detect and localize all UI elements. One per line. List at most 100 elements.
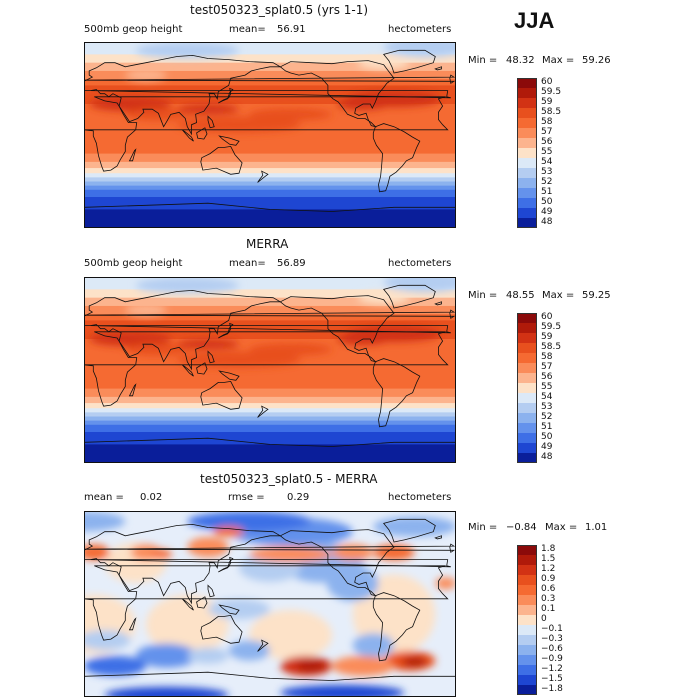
coastline xyxy=(128,617,137,631)
coastline xyxy=(218,135,240,146)
colorbar-label: 55 xyxy=(541,147,553,157)
colorbar-swatch xyxy=(517,645,537,655)
coastline xyxy=(218,87,234,104)
colorbar-label: 55 xyxy=(541,382,553,392)
contour-blob xyxy=(125,304,167,317)
contour-blob xyxy=(177,351,301,368)
coastline xyxy=(181,129,194,142)
colorbar-label: 57 xyxy=(541,362,553,372)
colorbar-label: 56 xyxy=(541,372,553,382)
colorbar-swatch xyxy=(517,78,537,88)
contour-blob xyxy=(435,577,456,590)
contour-band xyxy=(84,408,456,413)
colorbar-swatch xyxy=(517,333,537,343)
panel1-min-value: 48.32 xyxy=(506,55,535,66)
contour-blob xyxy=(177,339,239,350)
colorbar-label: 58.5 xyxy=(541,342,562,352)
panel3-max-label: Max = xyxy=(545,522,578,533)
colorbar-label: 59 xyxy=(541,332,553,342)
panel3-title: test050323_splat0.5 - MERRA xyxy=(200,472,378,486)
panel1-min-label: Min = xyxy=(468,55,498,66)
colorbar-label: 0.3 xyxy=(541,594,556,604)
coastline xyxy=(84,437,456,463)
contour-blob xyxy=(352,633,395,658)
colorbar-label: 48 xyxy=(541,452,553,462)
contour-blob xyxy=(89,332,172,346)
contour-blob xyxy=(104,686,229,697)
contour-blob xyxy=(177,116,301,133)
colorbar-label: −1.5 xyxy=(541,674,563,684)
coastline xyxy=(382,284,436,309)
panel1-max-label: Max = xyxy=(542,55,575,66)
coastline xyxy=(279,529,395,597)
colorbar-swatch xyxy=(517,188,537,198)
contour-blob xyxy=(402,656,428,667)
colorbar-swatch xyxy=(517,625,537,635)
contour-blob xyxy=(135,42,239,59)
contour-band xyxy=(84,396,456,404)
contour-band xyxy=(84,189,456,198)
coastline xyxy=(84,523,451,605)
colorbar-swatch xyxy=(517,383,537,393)
colorbar-label: 53 xyxy=(541,167,553,177)
colorbar-swatch xyxy=(517,423,537,433)
contour-band xyxy=(84,177,456,182)
contour-blob xyxy=(249,108,332,121)
coastline xyxy=(196,362,208,375)
colorbar-swatch xyxy=(517,108,537,118)
contour-band xyxy=(84,173,456,178)
panel2-min-value: 48.55 xyxy=(506,290,535,301)
contour-band xyxy=(84,79,456,86)
contour-blob xyxy=(84,544,110,561)
coastline xyxy=(84,289,451,371)
contour-band xyxy=(84,432,456,445)
panel2-min-label: Min = xyxy=(468,290,498,301)
panel3-mean-label: mean = xyxy=(84,492,124,503)
colorbar-label: 60 xyxy=(541,312,553,322)
panel1-title: test050323_splat0.5 (yrs 1-1) xyxy=(190,3,369,17)
panel1-mean-label: mean= xyxy=(229,24,266,35)
colorbar-label: 0.9 xyxy=(541,574,556,584)
panel1-map xyxy=(84,42,456,228)
contour-band xyxy=(84,153,456,163)
coastline xyxy=(218,370,240,381)
contour-band xyxy=(84,388,456,398)
contour-blob xyxy=(373,516,456,537)
panel1-max-value: 59.26 xyxy=(582,55,611,66)
coastline xyxy=(84,74,456,84)
contour-band xyxy=(84,161,456,169)
panel2-max-label: Max = xyxy=(542,290,575,301)
coastline xyxy=(207,350,215,364)
contour-blob xyxy=(187,647,229,664)
contour-band xyxy=(84,209,456,228)
colorbar-swatch xyxy=(517,575,537,585)
contour-blob xyxy=(249,546,332,563)
colorbar-label: 52 xyxy=(541,177,553,187)
panel2-title: MERRA xyxy=(246,237,289,251)
map-frame xyxy=(84,42,456,228)
contour-blob xyxy=(383,277,456,293)
contour-band xyxy=(84,289,456,299)
colorbar-swatch xyxy=(517,443,537,453)
panel3-mean-value: 0.02 xyxy=(140,492,163,503)
panel2-mean-label: mean= xyxy=(229,258,266,269)
coastline xyxy=(200,614,243,644)
contour-blob xyxy=(296,660,326,672)
colorbar-swatch xyxy=(517,615,537,625)
panel2-map xyxy=(84,277,456,463)
map-frame xyxy=(84,511,456,697)
panel2-field-label: 500mb geop height xyxy=(84,258,183,269)
colorbar-label: 49 xyxy=(541,207,553,217)
contour-band xyxy=(84,70,456,80)
colorbar-swatch xyxy=(517,353,537,363)
coastline xyxy=(382,518,436,543)
colorbar-label: 56 xyxy=(541,137,553,147)
coastline xyxy=(279,60,395,128)
coastline xyxy=(196,596,208,609)
coastline xyxy=(84,309,456,319)
colorbar-label: 59 xyxy=(541,97,553,107)
colorbar-label: 58.5 xyxy=(541,107,562,117)
colorbar-swatch xyxy=(517,198,537,208)
colorbar-swatch xyxy=(517,373,537,383)
coastline xyxy=(200,380,243,410)
